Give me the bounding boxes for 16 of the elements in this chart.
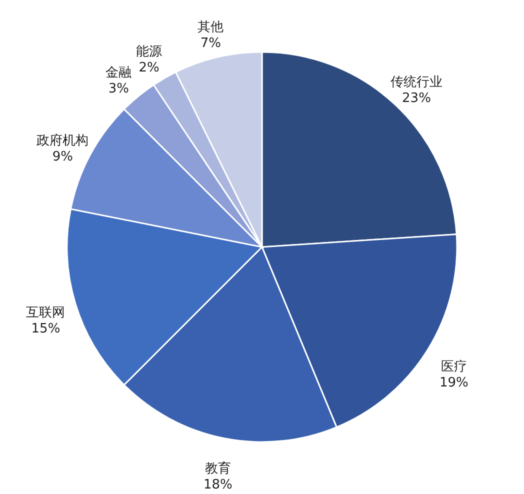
slice-label: 政府机构 bbox=[36, 132, 89, 148]
slice-label: 互联网 bbox=[26, 306, 66, 321]
slice-label: 金融 bbox=[106, 65, 132, 80]
slice-label: 能源 bbox=[136, 44, 162, 60]
data-label: 2% bbox=[138, 60, 160, 76]
slice-label: 其他 bbox=[198, 20, 224, 35]
data-label: 3% bbox=[108, 81, 129, 96]
data-label: 15% bbox=[31, 322, 60, 337]
data-label: 9% bbox=[52, 149, 73, 164]
slice-label: 医疗 bbox=[440, 359, 467, 374]
data-label: 7% bbox=[200, 36, 221, 51]
data-label: 18% bbox=[203, 478, 232, 493]
data-label: 19% bbox=[439, 375, 468, 390]
slice-label: 传统行业 bbox=[390, 75, 442, 90]
data-label: 23% bbox=[402, 91, 431, 106]
slice-label: 教育 bbox=[204, 460, 231, 477]
